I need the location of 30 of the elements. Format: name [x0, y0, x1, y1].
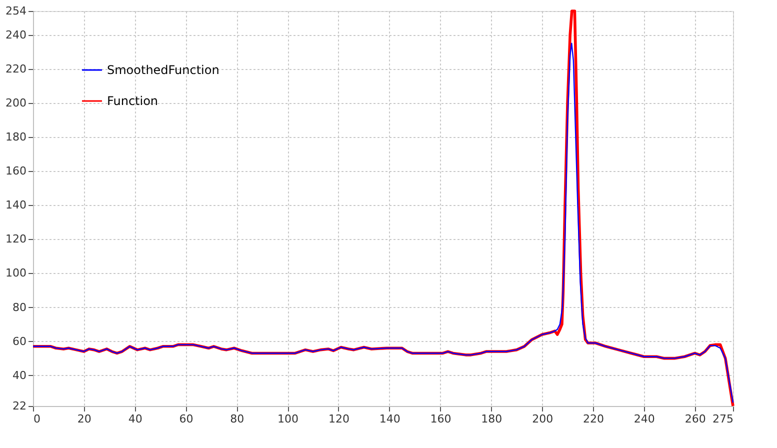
y-tick-label: 100: [6, 266, 26, 280]
x-tick-label: 0: [34, 412, 40, 426]
x-tick-label: 60: [179, 412, 194, 426]
y-tick-label: 160: [6, 164, 26, 178]
x-tick-label: 120: [328, 412, 350, 426]
y-tick-label: 22: [12, 400, 26, 412]
y-tick-label: 200: [6, 96, 26, 110]
y-tick-label: 140: [6, 198, 26, 212]
x-tick-label: 220: [583, 412, 604, 426]
legend-label: SmoothedFunction: [107, 63, 220, 77]
y-tick-label: 220: [6, 62, 26, 76]
x-tick-label: 200: [532, 412, 554, 426]
x-tick-label: 275: [712, 412, 734, 426]
legend-label: Function: [107, 94, 158, 108]
y-tick-label: 180: [6, 130, 26, 144]
y-tick-label: 240: [6, 28, 26, 42]
x-tick-label: 160: [430, 412, 452, 426]
x-tick-label: 100: [278, 412, 299, 426]
x-tick-label: 40: [128, 412, 142, 426]
y-tick-label: 120: [6, 232, 26, 246]
y-tick-label: 80: [12, 300, 26, 314]
x-tick-label: 140: [379, 412, 400, 426]
x-tick-label: 240: [634, 412, 655, 426]
y-tick-label: 60: [12, 334, 26, 348]
y-tick-label: 40: [12, 368, 26, 382]
x-tick-label: 180: [481, 412, 502, 426]
x-tick-label: 20: [77, 412, 92, 426]
x-tick-label: 80: [230, 412, 244, 426]
y-tick-label: 254: [6, 4, 26, 18]
x-tick-label: 260: [684, 412, 706, 426]
